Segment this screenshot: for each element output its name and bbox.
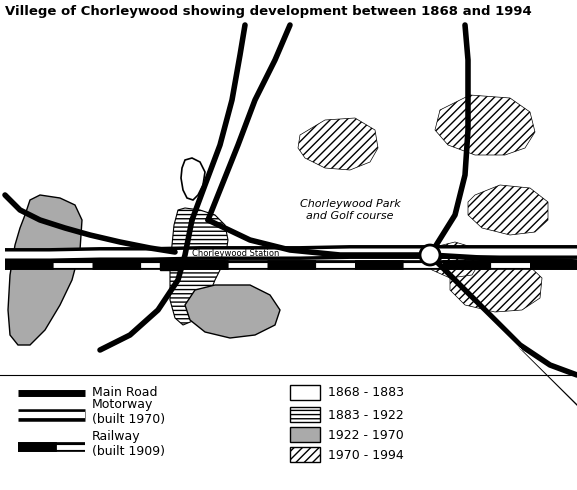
Bar bbox=[290, 407, 320, 422]
Text: Main Road: Main Road bbox=[92, 387, 158, 399]
Text: 1868 - 1883: 1868 - 1883 bbox=[328, 387, 404, 399]
Text: Motorway
(built 1970): Motorway (built 1970) bbox=[92, 398, 165, 426]
Text: Villege of Chorleywood showing development between 1868 and 1994: Villege of Chorleywood showing developme… bbox=[5, 5, 532, 18]
Polygon shape bbox=[298, 118, 378, 170]
Polygon shape bbox=[450, 258, 542, 312]
Circle shape bbox=[420, 245, 440, 265]
Bar bbox=[160, 260, 182, 270]
Polygon shape bbox=[468, 185, 548, 235]
Polygon shape bbox=[425, 242, 480, 278]
Polygon shape bbox=[8, 195, 82, 345]
Polygon shape bbox=[170, 208, 228, 325]
Polygon shape bbox=[185, 285, 280, 338]
Bar bbox=[290, 447, 320, 462]
Text: Chorleywood Station: Chorleywood Station bbox=[192, 249, 279, 258]
Polygon shape bbox=[181, 158, 205, 200]
Text: Chorleywood Park
and Golf course: Chorleywood Park and Golf course bbox=[299, 199, 400, 221]
Text: 1883 - 1922: 1883 - 1922 bbox=[328, 409, 404, 421]
Bar bbox=[290, 427, 320, 442]
Text: 1922 - 1970: 1922 - 1970 bbox=[328, 428, 404, 441]
Bar bbox=[290, 385, 320, 400]
Text: 1970 - 1994: 1970 - 1994 bbox=[328, 448, 404, 462]
Polygon shape bbox=[435, 95, 535, 155]
Text: Railway
(built 1909): Railway (built 1909) bbox=[92, 430, 165, 458]
